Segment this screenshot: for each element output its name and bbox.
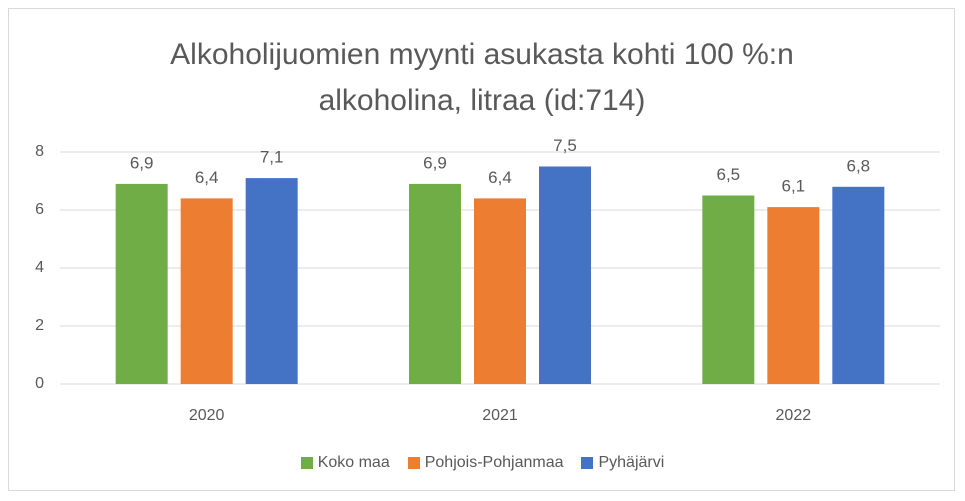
bar — [474, 198, 526, 384]
bar — [539, 166, 591, 384]
y-tick-label: 0 — [35, 375, 44, 392]
x-tick-label: 2020 — [189, 407, 225, 424]
bar — [115, 183, 168, 384]
legend-label: Pohjois-Pohjanmaa — [424, 454, 564, 471]
value-label: 6,9 — [423, 153, 447, 172]
bar — [767, 207, 820, 384]
chart-title: Alkoholijuomien myynti asukasta kohti 10… — [170, 38, 794, 117]
value-label: 6,4 — [488, 168, 512, 187]
chart-border — [8, 8, 955, 491]
legend-swatch — [300, 457, 313, 469]
value-label: 6,1 — [782, 177, 806, 196]
x-tick-label: 2022 — [776, 407, 812, 424]
x-tick-label: 2021 — [482, 407, 518, 424]
legend: Koko maa Pohjois-Pohjanmaa Pyhäjärvi — [0, 454, 965, 472]
legend-item: Pyhäjärvi — [581, 454, 664, 472]
bar — [180, 198, 233, 384]
value-label: 6,5 — [717, 165, 741, 184]
bar — [409, 183, 461, 384]
legend-swatch — [581, 457, 594, 469]
y-tick-label: 6 — [35, 201, 44, 218]
value-label: 7,5 — [553, 136, 577, 155]
legend-swatch — [407, 457, 420, 469]
legend-label: Pyhäjärvi — [598, 454, 665, 471]
legend-label: Koko maa — [317, 454, 390, 471]
value-label: 6,8 — [847, 156, 871, 175]
bar — [245, 178, 298, 384]
legend-item: Koko maa — [300, 454, 390, 472]
y-tick-label: 8 — [35, 143, 44, 160]
value-label: 6,9 — [130, 153, 154, 172]
bar — [702, 195, 755, 384]
y-tick-label: 2 — [35, 317, 44, 334]
y-tick-label: 4 — [35, 259, 44, 276]
value-label: 6,4 — [195, 168, 219, 187]
value-label: 7,1 — [260, 148, 284, 167]
bar — [832, 186, 885, 384]
legend-item: Pohjois-Pohjanmaa — [407, 454, 564, 472]
